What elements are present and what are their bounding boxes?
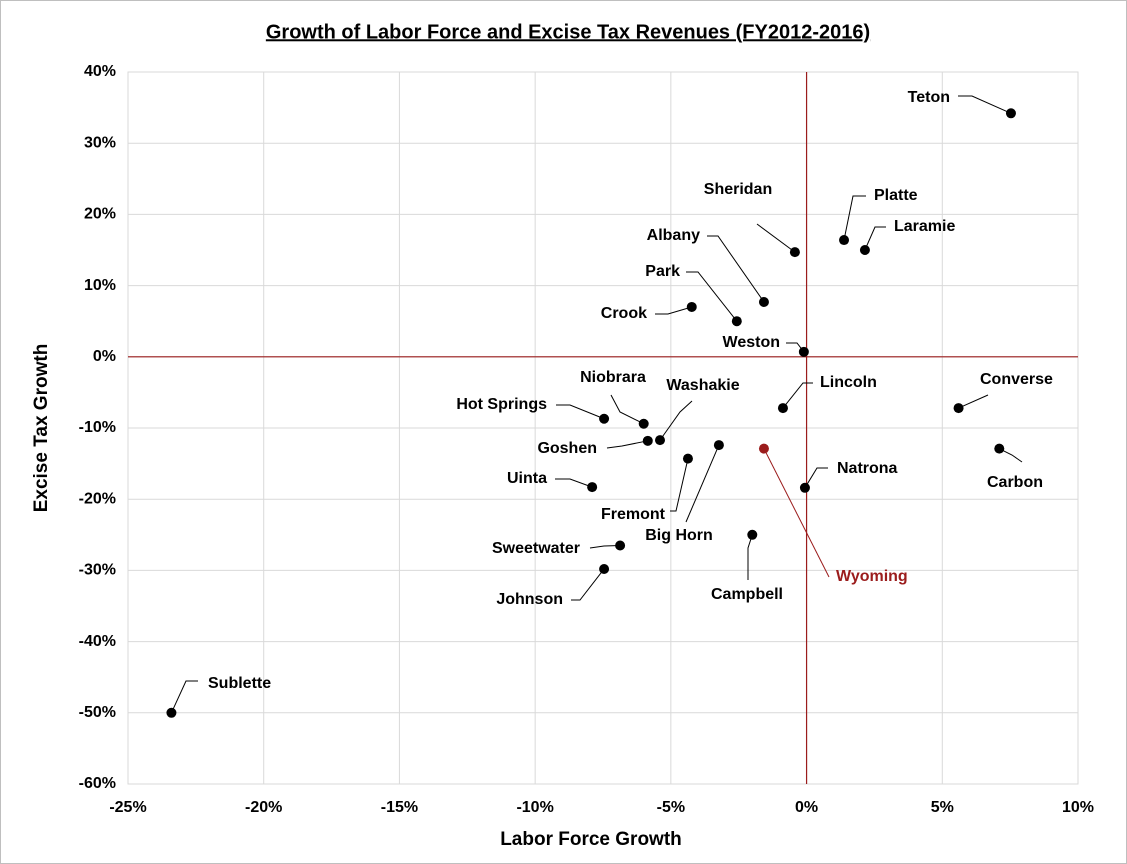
point bbox=[686, 301, 697, 312]
leader-line bbox=[670, 458, 689, 512]
y-tick-label: -20% bbox=[79, 490, 116, 507]
y-tick-label: -40% bbox=[79, 633, 116, 650]
leader-line bbox=[589, 544, 621, 549]
leader-line bbox=[756, 223, 796, 253]
x-tick-label: -20% bbox=[245, 799, 282, 816]
point-label: Fremont bbox=[601, 506, 666, 523]
x-tick-label: -5% bbox=[657, 799, 685, 816]
point bbox=[777, 403, 788, 414]
point bbox=[758, 443, 769, 454]
y-tick-label: -60% bbox=[79, 775, 116, 792]
leader-line bbox=[763, 448, 830, 578]
leader-line bbox=[804, 467, 828, 489]
x-tick-label: -15% bbox=[381, 799, 418, 816]
point-label: Lincoln bbox=[820, 374, 877, 391]
y-tick-label: 0% bbox=[93, 348, 116, 365]
point bbox=[747, 529, 758, 540]
leader-line bbox=[659, 400, 693, 441]
leader-line bbox=[843, 195, 866, 241]
y-tick-label: -50% bbox=[79, 704, 116, 721]
point-label: Washakie bbox=[666, 377, 739, 394]
x-tick-label: 5% bbox=[931, 799, 954, 816]
y-axis-title: Excise Tax Growth bbox=[31, 344, 52, 513]
point bbox=[839, 235, 850, 246]
leader-line bbox=[782, 382, 813, 409]
point bbox=[655, 435, 665, 446]
point-label: Big Horn bbox=[645, 527, 713, 544]
y-tick-label: 10% bbox=[84, 277, 116, 294]
leader-line bbox=[571, 568, 605, 601]
point-label: Albany bbox=[647, 227, 700, 244]
leader-line bbox=[655, 306, 692, 315]
x-tick-label: 10% bbox=[1062, 799, 1094, 816]
y-tick-label: -10% bbox=[79, 419, 116, 436]
y-tick-label: -30% bbox=[79, 562, 116, 579]
point bbox=[758, 296, 769, 307]
y-tick-label: 30% bbox=[84, 134, 116, 151]
point-label: Wyoming bbox=[836, 568, 908, 585]
y-tick-label: 40% bbox=[84, 63, 116, 80]
leader-line bbox=[610, 394, 644, 425]
point-label: Teton bbox=[908, 89, 950, 106]
point bbox=[953, 403, 964, 414]
point-label: Crook bbox=[601, 305, 647, 322]
point bbox=[638, 418, 649, 429]
point-label: Sheridan bbox=[704, 181, 772, 198]
point bbox=[166, 707, 177, 718]
x-tick-label: -25% bbox=[109, 799, 146, 816]
leader-line bbox=[958, 95, 1012, 114]
point bbox=[994, 443, 1005, 454]
plot-border bbox=[127, 71, 1079, 785]
x-tick-label: 0% bbox=[795, 799, 818, 816]
x-tick-label: -10% bbox=[516, 799, 553, 816]
leader-line bbox=[556, 404, 605, 420]
point-label: Natrona bbox=[837, 460, 898, 477]
point-label: Goshen bbox=[537, 440, 597, 457]
leader-line bbox=[686, 271, 738, 322]
point bbox=[1005, 108, 1016, 119]
point bbox=[615, 540, 626, 551]
point bbox=[731, 316, 742, 327]
point bbox=[713, 440, 724, 451]
point bbox=[799, 482, 810, 493]
point-label: Sweetwater bbox=[492, 540, 580, 557]
leader-line bbox=[864, 226, 886, 251]
point bbox=[599, 413, 610, 424]
x-axis-title: Labor Force Growth bbox=[500, 829, 682, 850]
point-label: Hot Springs bbox=[456, 396, 547, 413]
point-label: Converse bbox=[980, 371, 1053, 388]
point-label: Carbon bbox=[987, 474, 1043, 491]
point-label: Weston bbox=[723, 334, 780, 351]
chart-title: Growth of Labor Force and Excise Tax Rev… bbox=[266, 21, 870, 43]
point-label: Campbell bbox=[711, 586, 783, 603]
point bbox=[642, 435, 653, 446]
point-label: Uinta bbox=[507, 470, 547, 487]
point-label: Johnson bbox=[496, 591, 563, 608]
point bbox=[587, 482, 598, 493]
point-label: Platte bbox=[874, 187, 918, 204]
leader-line bbox=[555, 478, 593, 488]
point bbox=[798, 346, 809, 357]
point bbox=[859, 245, 870, 255]
leader-line bbox=[685, 444, 720, 523]
point bbox=[789, 247, 800, 258]
point-label: Park bbox=[645, 263, 680, 280]
point bbox=[599, 563, 610, 574]
leader-line bbox=[170, 680, 198, 714]
point-label: Sublette bbox=[208, 675, 271, 692]
leader-line bbox=[707, 235, 765, 303]
y-tick-label: 20% bbox=[84, 206, 116, 223]
leader-line bbox=[606, 440, 648, 449]
point-label: Niobrara bbox=[580, 369, 646, 386]
point-label: Laramie bbox=[894, 218, 955, 235]
leader-line bbox=[958, 394, 989, 409]
point bbox=[682, 453, 693, 464]
